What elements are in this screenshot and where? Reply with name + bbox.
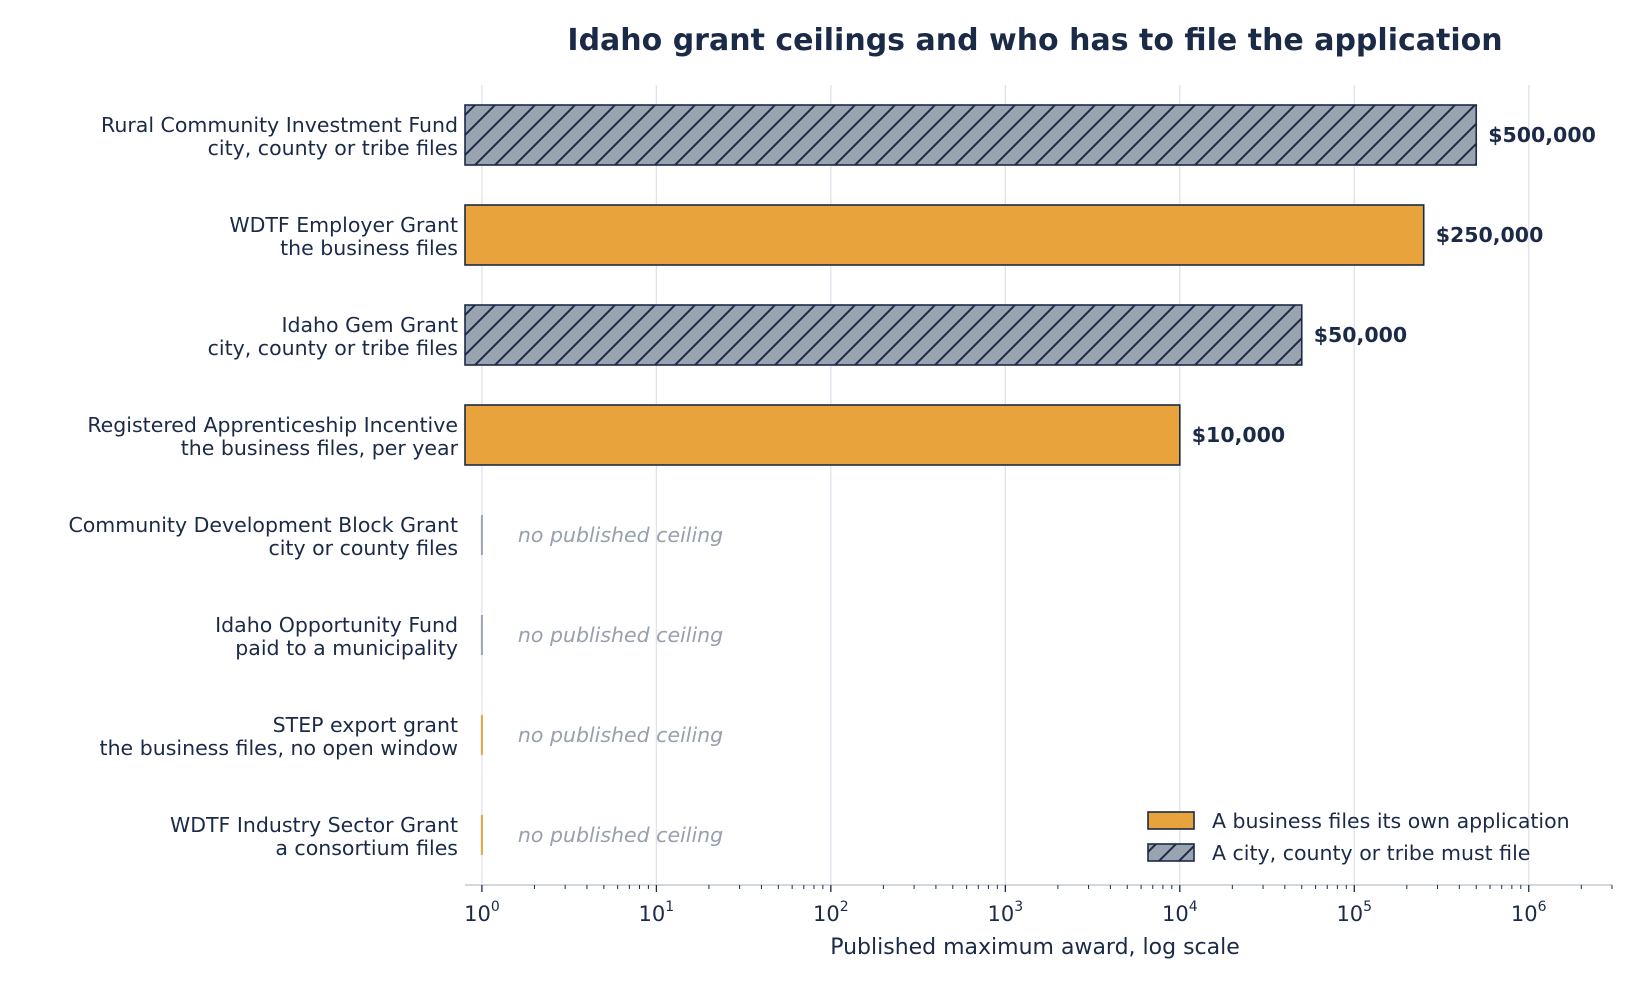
- x-tick-label: 103: [988, 899, 1024, 926]
- x-tick-label: 105: [1336, 899, 1372, 926]
- category-label: Idaho Opportunity Fund: [215, 613, 458, 637]
- category-sublabel: city, county or tribe files: [208, 136, 458, 160]
- value-label: no published ceiling: [518, 823, 723, 847]
- x-tick-label: 104: [1162, 899, 1198, 926]
- category-sublabel: a consortium files: [275, 836, 458, 860]
- legend-label: A business files its own application: [1212, 809, 1570, 833]
- value-label: $500,000: [1488, 123, 1596, 147]
- x-axis: 100 101 102 103 104 105 106: [464, 884, 1613, 926]
- bar: [464, 304, 1303, 366]
- category-sublabel: the business files, no open window: [100, 736, 458, 760]
- legend-swatch: [1147, 843, 1195, 862]
- legend-swatch: [1147, 811, 1195, 830]
- category-label: Rural Community Investment Fund: [101, 113, 458, 137]
- category-sublabel: paid to a municipality: [235, 636, 458, 660]
- bar: [464, 404, 1181, 466]
- category-label: Community Development Block Grant: [68, 513, 458, 537]
- bars-layer: $500,000 $250,000 $50,000 $10,000 no publish…: [464, 104, 1596, 855]
- value-label: no published ceiling: [518, 523, 723, 547]
- category-label: WDTF Industry Sector Grant: [170, 813, 458, 837]
- x-tick-label: 102: [813, 899, 849, 926]
- x-tick-label: 100: [464, 899, 500, 926]
- legend-label: A city, county or tribe must file: [1212, 841, 1530, 865]
- category-sublabel: city, county or tribe files: [208, 336, 458, 360]
- x-tick-label: 106: [1511, 899, 1547, 926]
- category-label: Idaho Gem Grant: [281, 313, 458, 337]
- category-sublabel: city or county files: [268, 536, 458, 560]
- value-label: no published ceiling: [518, 623, 723, 647]
- chart-title: Idaho grant ceilings and who has to file…: [567, 23, 1502, 58]
- x-axis-title: Published maximum award, log scale: [830, 935, 1240, 960]
- value-label: $250,000: [1436, 223, 1544, 247]
- value-label: no published ceiling: [518, 723, 723, 747]
- category-sublabel: the business files, per year: [181, 436, 459, 460]
- category-label: STEP export grant: [273, 713, 458, 737]
- value-label: $50,000: [1314, 323, 1407, 347]
- x-tick-label: 101: [639, 899, 675, 926]
- category-label: Registered Apprenticeship Incentive: [87, 413, 458, 437]
- value-label: $10,000: [1192, 423, 1285, 447]
- legend: A business files its own application A ci…: [1147, 809, 1570, 865]
- category-sublabel: the business files: [280, 236, 458, 260]
- category-label: WDTF Employer Grant: [229, 213, 458, 237]
- bar: [464, 104, 1478, 166]
- bar: [464, 204, 1425, 266]
